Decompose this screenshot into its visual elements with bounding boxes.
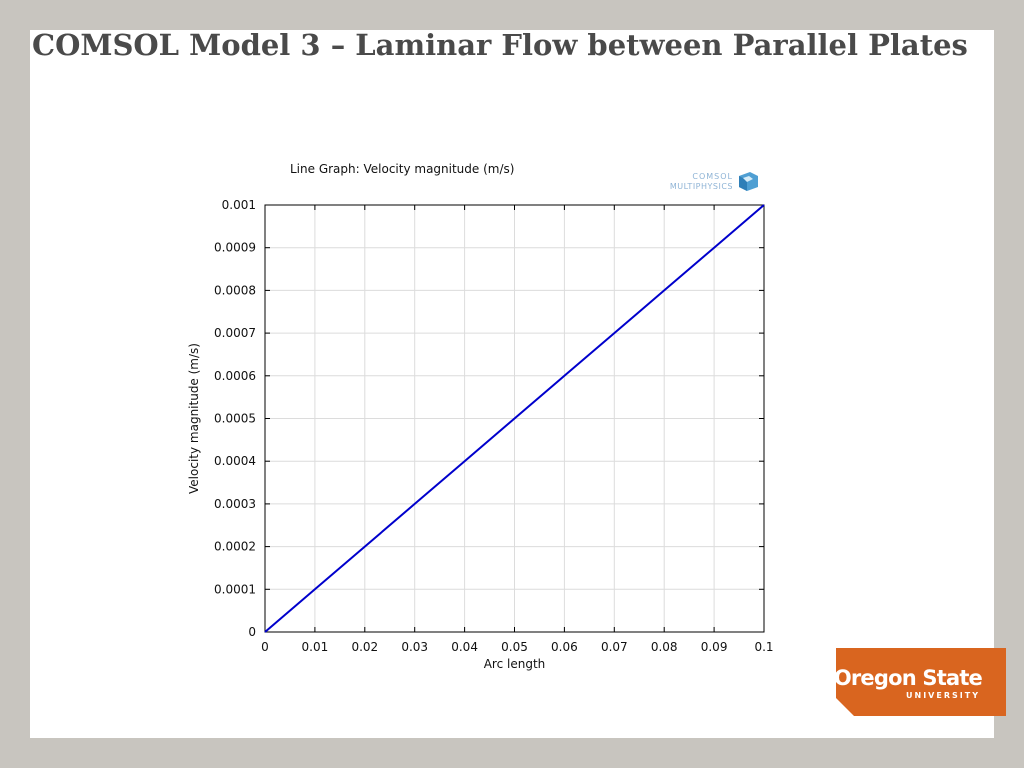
y-tick-label: 0.001 xyxy=(222,198,256,212)
logo-name: Oregon State xyxy=(833,666,983,690)
y-tick-label: 0.0006 xyxy=(214,369,256,383)
watermark-line1: COMSOL xyxy=(692,172,733,181)
y-tick-label: 0.0005 xyxy=(214,412,256,426)
y-tick-label: 0.0007 xyxy=(214,326,256,340)
x-tick-label: 0.05 xyxy=(501,640,528,654)
comsol-watermark: COMSOL MULTIPHYSICS xyxy=(670,172,758,191)
x-tick-label: 0 xyxy=(261,640,269,654)
x-tick-label: 0.07 xyxy=(601,640,628,654)
y-axis-label: Velocity magnitude (m/s) xyxy=(187,343,201,494)
x-tick-label: 0.09 xyxy=(701,640,728,654)
series-layer xyxy=(264,204,765,633)
x-tick-label: 0.08 xyxy=(651,640,678,654)
y-tick-label: 0.0008 xyxy=(214,283,256,297)
slide xyxy=(30,30,994,738)
y-tick-label: 0.0001 xyxy=(214,582,256,596)
y-tick-label: 0.0004 xyxy=(214,454,256,468)
logo-subtitle: UNIVERSITY xyxy=(906,691,980,700)
axis-ticks xyxy=(264,204,765,633)
watermark-line2: MULTIPHYSICS xyxy=(670,182,733,191)
x-axis-tick-labels: 0 0.01 0.02 0.03 0.04 0.05 0.06 0.07 0.08 0.09 0.1 xyxy=(261,640,773,654)
y-tick-label: 0.0003 xyxy=(214,497,256,511)
x-axis-label: Arc length xyxy=(484,657,546,671)
x-tick-label: 0.02 xyxy=(351,640,378,654)
x-tick-label: 0.1 xyxy=(754,640,773,654)
y-tick-label: 0.0002 xyxy=(214,540,256,554)
y-tick-label: 0.0009 xyxy=(214,241,256,255)
x-tick-label: 0.06 xyxy=(551,640,578,654)
comsol-cube-icon xyxy=(739,172,758,191)
oregon-state-logo: Oregon State UNIVERSITY xyxy=(833,648,1006,716)
x-tick-label: 0.03 xyxy=(401,640,428,654)
series-line xyxy=(264,204,765,633)
chart-title: Line Graph: Velocity magnitude (m/s) xyxy=(290,162,514,176)
y-tick-label: 0 xyxy=(248,625,256,639)
x-tick-label: 0.04 xyxy=(451,640,478,654)
logo-fold-corner xyxy=(836,698,854,716)
y-axis-tick-labels: 0 0.0001 0.0002 0.0003 0.0004 0.0005 0.0006 0.0… xyxy=(214,198,256,639)
slide-title: COMSOL Model 3 – Laminar Flow between Pa… xyxy=(32,28,968,62)
x-tick-label: 0.01 xyxy=(302,640,329,654)
